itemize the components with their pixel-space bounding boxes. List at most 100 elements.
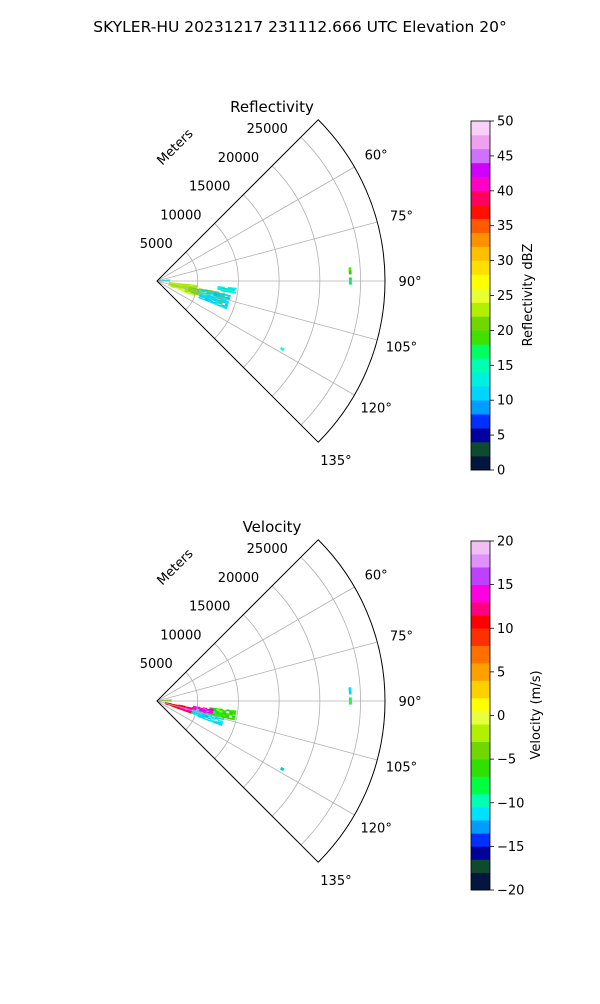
velocity-echo-gate: [226, 710, 230, 712]
reflectivity-azimuth-tick-label: 75°: [390, 209, 413, 224]
velocity-echo-gate: [203, 708, 207, 709]
velocity-colorbar-segment: [471, 663, 490, 681]
velocity-colorbar-tick-label: 0: [497, 709, 505, 724]
velocity-range-tick-label: 5000: [140, 657, 173, 672]
velocity-colorbar-label: Velocity (m/s): [529, 670, 544, 759]
velocity-colorbar-segment: [471, 646, 490, 664]
reflectivity-azimuth-spoke: [157, 281, 377, 340]
velocity-colorbar-segment: [471, 681, 490, 699]
reflectivity-range-tick-label: 5000: [140, 237, 173, 252]
velocity-range-tick-label: 25000: [247, 542, 288, 557]
reflectivity-colorbar-segment: [471, 261, 490, 275]
velocity-grid: [157, 540, 385, 862]
reflectivity-colorbar-segment: [471, 316, 490, 330]
reflectivity-colorbar-tick-label: 10: [497, 394, 514, 409]
reflectivity-echo-gate: [190, 284, 194, 285]
velocity-colorbar-segment: [471, 554, 490, 567]
velocity-echo-gate: [219, 710, 223, 712]
velocity-echo-region: [349, 687, 352, 694]
reflectivity-colorbar-tick-label: 15: [497, 359, 514, 374]
velocity-echo-gate: [280, 767, 284, 771]
reflectivity-radial-axis-label: Meters: [155, 126, 197, 168]
velocity-colorbar-segment: [471, 794, 490, 807]
reflectivity-colorbar-segment: [471, 386, 490, 400]
velocity-azimuth-tick-label: 120°: [361, 822, 392, 837]
velocity-colorbar-tick-label: 5: [497, 665, 505, 680]
velocity-colorbar-segment: [471, 742, 490, 760]
reflectivity-echo-gate: [228, 291, 232, 293]
velocity-echo-gate: [349, 691, 352, 695]
velocity-colorbar-tick-label: 15: [497, 578, 514, 593]
velocity-colorbar-segment: [471, 711, 490, 724]
reflectivity-echo-region: [349, 267, 352, 274]
reflectivity-echo-gate: [224, 291, 228, 293]
velocity-echo-gate: [204, 718, 208, 720]
velocity-echo-gate: [349, 701, 352, 704]
velocity-azimuth-tick-label: 135°: [320, 874, 351, 889]
velocity-azimuth-spoke: [157, 642, 377, 701]
reflectivity-colorbar-tick-label: 5: [497, 429, 505, 444]
velocity-colorbar-segment: [471, 585, 490, 603]
velocity-colorbar-segment: [471, 807, 490, 820]
velocity-echo-gate: [349, 698, 352, 701]
reflectivity-colorbar-segment: [471, 219, 490, 233]
velocity-colorbar-segment: [471, 846, 490, 859]
velocity-azimuth-spoke: [157, 701, 354, 815]
reflectivity-colorbar-tick-label: 30: [497, 254, 514, 269]
reflectivity-azimuth-tick-label: 120°: [361, 402, 392, 417]
reflectivity-colorbar-label: Reflectivity dBZ: [521, 244, 536, 347]
velocity-azimuth-spoke: [157, 587, 354, 701]
velocity-echo-gate: [229, 714, 233, 716]
figure-suptitle: SKYLER-HU 20231217 231112.666 UTC Elevat…: [93, 18, 507, 36]
reflectivity-azimuth-ticks: 60°75°90°105°120°135°: [320, 148, 421, 468]
velocity-range-tick-label: 15000: [189, 600, 230, 615]
reflectivity-colorbar-segment: [471, 205, 490, 219]
reflectivity-colorbar-segment: [471, 247, 490, 261]
reflectivity-colorbar-segment: [471, 400, 490, 414]
velocity-range-ticks: 5000 10000 15000 20000 25000: [140, 542, 288, 672]
reflectivity-grid: [157, 120, 385, 442]
velocity-range-tick-label: 10000: [160, 628, 201, 643]
reflectivity-colorbar-segment: [471, 456, 490, 470]
velocity-colorbar-segment: [471, 820, 490, 833]
reflectivity-range-tick-label: 10000: [160, 208, 201, 223]
reflectivity-azimuth-tick-label: 60°: [365, 148, 388, 163]
velocity-colorbar-segment: [471, 602, 490, 615]
reflectivity-echo-gate: [186, 284, 190, 285]
velocity-colorbar-tick-label: −10: [497, 796, 524, 811]
velocity-colorbar-segment: [471, 759, 490, 777]
reflectivity-colorbar-tick-label: 45: [497, 149, 514, 164]
reflectivity-colorbar-segment: [471, 442, 490, 456]
velocity-echo-gate: [208, 718, 212, 720]
reflectivity-colorbar-tick-label: 20: [497, 324, 514, 339]
reflectivity-colorbar-segment: [471, 121, 490, 135]
velocity-colorbar-segment: [471, 615, 490, 628]
reflectivity-echo-gate: [280, 347, 284, 351]
reflectivity-range-tick-label: 25000: [247, 122, 288, 137]
reflectivity-colorbar-segment: [471, 414, 490, 428]
reflectivity-colorbar-segment: [471, 344, 490, 358]
reflectivity-colorbar-segment: [471, 177, 490, 191]
reflectivity-echo-region: [280, 347, 284, 351]
reflectivity-echo-gate: [349, 281, 352, 284]
velocity-colorbar-tick-label: −20: [497, 884, 524, 899]
velocity-echo-gate: [233, 713, 236, 715]
velocity-colorbar-tick-label: −5: [497, 753, 516, 768]
reflectivity-echo-region: [218, 286, 237, 293]
reflectivity-colorbar-segment: [471, 163, 490, 177]
velocity-echo-gate: [216, 708, 220, 710]
velocity-colorbar-segment: [471, 628, 490, 646]
velocity-colorbar-segment: [471, 698, 490, 711]
reflectivity-colorbar-segment: [471, 330, 490, 344]
reflectivity-echo-gate: [235, 288, 237, 290]
reflectivity-colorbar-tick-label: 25: [497, 289, 514, 304]
velocity-azimuth-ticks: 60°75°90°105°120°135°: [320, 568, 421, 888]
reflectivity-panel: Reflectivity Meters 50001000015000200002…: [140, 98, 536, 479]
reflectivity-colorbar-segment: [471, 191, 490, 205]
velocity-panel: Velocity Meters 500010000150002000025000…: [140, 518, 544, 899]
velocity-range-tick-label: 20000: [218, 571, 259, 586]
reflectivity-plot-title: Reflectivity: [230, 98, 314, 116]
